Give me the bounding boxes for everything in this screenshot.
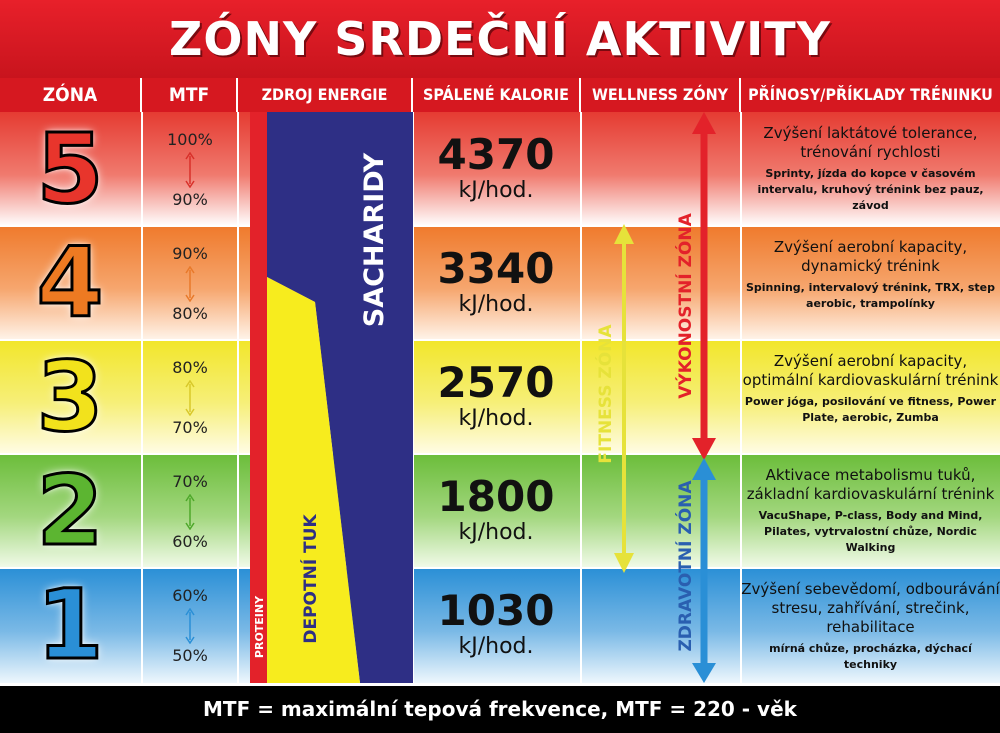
calories-1: 1030 kJ/hod. [413, 568, 579, 660]
fat-area [267, 277, 360, 683]
examples-text: Spinning, intervalový trénink, TRX, step… [745, 281, 996, 310]
carbs-label: SACHARIDY [359, 152, 390, 328]
arrow-head-icon [692, 458, 716, 480]
row-divider [0, 225, 1000, 227]
header-energy-source: ZDROJ ENERGIE [238, 78, 413, 112]
arrow-head-icon [692, 663, 716, 683]
row-divider [0, 567, 1000, 569]
zone-band-4 [0, 226, 1000, 340]
benefits-5: Zvýšení laktátové tolerance, trénování r… [741, 112, 1000, 214]
zone-band-1 [0, 568, 1000, 683]
examples-text: Sprinty, jízda do kopce v časovém interv… [757, 167, 984, 212]
double-arrow-icon [185, 608, 195, 644]
mtf-bottom: 50% [172, 646, 208, 665]
fat-label: DEPOTNÍ TUK [301, 514, 321, 644]
benefit-text: Zvýšení sebevědomí, odbourávání stresu, … [741, 580, 1000, 636]
calories-unit: kJ/hod. [458, 520, 534, 545]
calories-4: 3340 kJ/hod. [413, 226, 579, 318]
calories-unit: kJ/hod. [458, 292, 534, 317]
mtf-top: 70% [172, 472, 208, 491]
mtf-range-1: 60% 50% [148, 568, 232, 682]
header-zone: ZÓNA [0, 78, 142, 112]
column-divider [237, 112, 239, 683]
wellness-arrows [614, 112, 716, 683]
mtf-top: 100% [167, 130, 213, 149]
mtf-range-3: 80% 70% [148, 340, 232, 454]
poster-title: ZÓNY SRDEČNÍ AKTIVITY [0, 0, 1000, 78]
protein-label: PROTEINY [253, 595, 266, 659]
arrow-head-icon [692, 438, 716, 460]
carbs-area [267, 112, 413, 683]
calories-value: 1030 [437, 586, 555, 635]
mtf-range-2: 70% 60% [148, 454, 232, 568]
benefit-text: Zvýšení aerobní kapacity, dynamický trén… [773, 238, 968, 275]
energy-source-graphic [250, 112, 413, 683]
arrow-head-icon [692, 112, 716, 134]
footer-note: MTF = maximální tepová frekvence, MTF = … [0, 683, 1000, 733]
examples-text: Power jóga, posilování ve fitness, Power… [744, 395, 997, 424]
column-divider [740, 112, 742, 683]
mtf-range-5: 100% 90% [148, 112, 232, 226]
zone-number-1: 1 [35, 568, 105, 683]
health-zone-label: ZDRAVOTNÍ ZÓNA [676, 480, 696, 652]
calories-unit: kJ/hod. [458, 406, 534, 431]
double-arrow-icon [185, 266, 195, 302]
header-benefits: PŘÍNOSY/PŘÍKLADY TRÉNINKU [741, 78, 1000, 112]
zone-number-3: 3 [35, 340, 105, 455]
column-divider [412, 112, 414, 683]
header-calories: SPÁLENÉ KALORIE [413, 78, 581, 112]
arrow-head-icon [614, 553, 634, 573]
benefits-1: Zvýšení sebevědomí, odbourávání stresu, … [741, 568, 1000, 673]
mtf-bottom: 70% [172, 418, 208, 437]
header-wellness: WELLNESS ZÓNY [581, 78, 741, 112]
protein-bar [250, 112, 267, 683]
row-divider [0, 339, 1000, 341]
mtf-top: 90% [172, 244, 208, 263]
mtf-bottom: 80% [172, 304, 208, 323]
zone-band-3 [0, 340, 1000, 454]
mtf-top: 60% [172, 586, 208, 605]
zone-number-5: 5 [35, 112, 105, 227]
zone-band-2 [0, 454, 1000, 568]
calories-value: 3340 [437, 244, 555, 293]
benefits-4: Zvýšení aerobní kapacity, dynamický trén… [741, 226, 1000, 312]
zone-band-5 [0, 112, 1000, 226]
calories-unit: kJ/hod. [458, 178, 534, 203]
calories-3: 2570 kJ/hod. [413, 340, 579, 432]
fitness-zone-label: FITNESS ZÓNA [596, 324, 616, 464]
double-arrow-icon [185, 494, 195, 530]
row-divider [0, 453, 1000, 455]
benefits-2: Aktivace metabolismu tuků, základní kard… [741, 454, 1000, 556]
zone-number-2: 2 [35, 454, 105, 569]
performance-zone-label: VÝKONOSTNÍ ZÓNA [676, 213, 696, 399]
column-divider [141, 112, 143, 683]
calories-2: 1800 kJ/hod. [413, 454, 579, 546]
calories-unit: kJ/hod. [458, 634, 534, 659]
column-divider [580, 112, 582, 683]
calories-value: 4370 [437, 130, 555, 179]
double-arrow-icon [185, 380, 195, 416]
benefit-text: Aktivace metabolismu tuků, základní kard… [746, 466, 995, 503]
examples-text: mírná chůze, procházka, dýchací techniky [769, 642, 972, 671]
calories-value: 1800 [437, 472, 555, 521]
mtf-bottom: 90% [172, 190, 208, 209]
benefit-text: Zvýšení laktátové tolerance, trénování r… [763, 124, 978, 161]
mtf-bottom: 60% [172, 532, 208, 551]
double-arrow-icon [185, 152, 195, 188]
benefit-text: Zvýšení aerobní kapacity, optimální kard… [742, 352, 999, 389]
benefits-3: Zvýšení aerobní kapacity, optimální kard… [741, 340, 1000, 426]
examples-text: VacuShape, P-class, Body and Mind, Pilat… [758, 509, 983, 554]
zone-number-4: 4 [35, 226, 105, 341]
calories-5: 4370 kJ/hod. [413, 112, 579, 204]
calories-value: 2570 [437, 358, 555, 407]
mtf-range-4: 90% 80% [148, 226, 232, 340]
mtf-top: 80% [172, 358, 208, 377]
header-mtf: MTF [142, 78, 238, 112]
arrow-head-icon [614, 224, 634, 244]
